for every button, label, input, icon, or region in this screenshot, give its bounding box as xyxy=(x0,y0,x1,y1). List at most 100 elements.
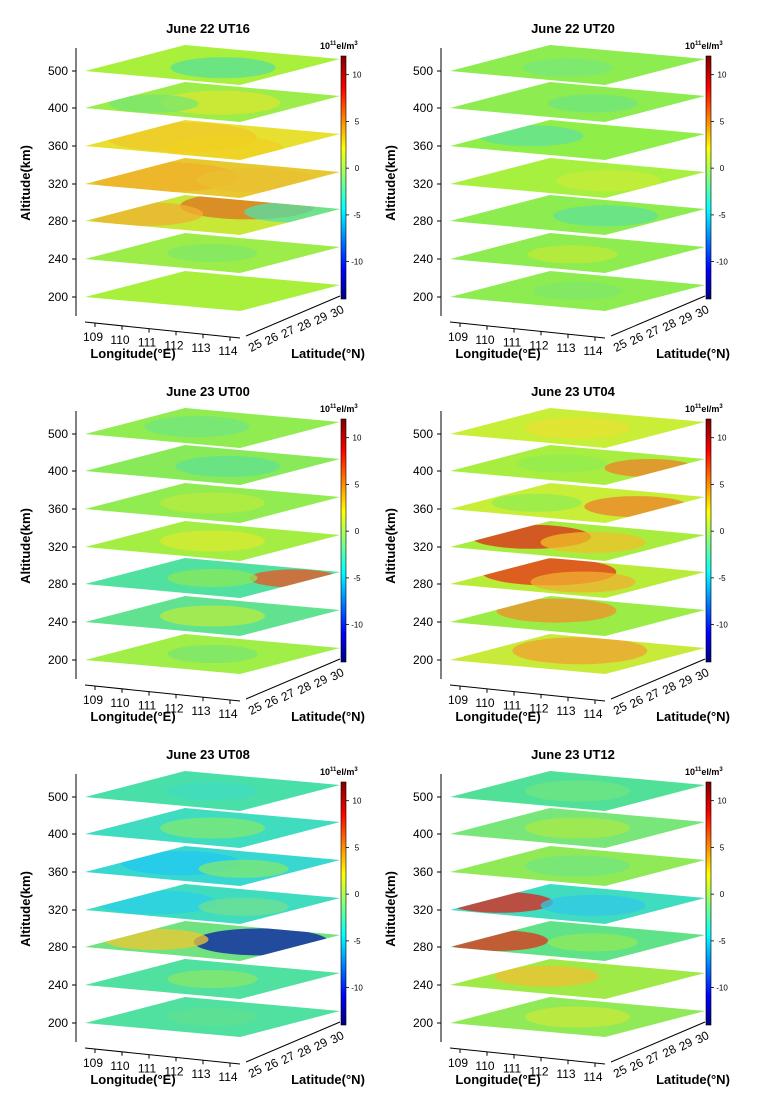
colorbar-tick-label: 10 xyxy=(353,797,362,806)
slice-anomalies xyxy=(167,1008,258,1026)
slice-anomalies xyxy=(167,244,258,262)
subplot-2: June 22 UT20500400360320280240200Altitud… xyxy=(383,21,730,361)
longitude-axis-label: Longitude(°E) xyxy=(455,709,540,724)
altitude-tick-label: 200 xyxy=(413,290,433,304)
colorbar-tick-label: 5 xyxy=(720,843,725,852)
longitude-axis-label: Longitude(°E) xyxy=(90,1072,175,1087)
altitude-tick-label: 320 xyxy=(413,903,433,917)
slice-200km xyxy=(450,997,705,1037)
longitude-tick-label: 109 xyxy=(83,1056,103,1070)
slice-anomaly xyxy=(175,455,281,477)
altitude-tick-label: 240 xyxy=(413,252,433,266)
longitude-tick-label: 109 xyxy=(448,1056,468,1070)
slice-anomalies xyxy=(532,282,623,300)
longitude-tick-label: 110 xyxy=(475,333,494,347)
longitude-tick-label: 113 xyxy=(191,704,210,718)
slice-anomalies xyxy=(525,855,630,877)
slice-anomalies xyxy=(160,530,265,552)
slice-anomaly xyxy=(144,416,250,438)
slice-anomalies xyxy=(522,58,613,77)
altitude-tick-label: 500 xyxy=(413,427,433,441)
longitude-tick-label: 112 xyxy=(529,1064,548,1078)
slice-anomaly xyxy=(103,928,209,950)
subplot-5: June 23 UT08500400360320280240200Altitud… xyxy=(18,747,365,1087)
altitude-tick-label: 280 xyxy=(48,577,68,591)
slice-anomaly xyxy=(527,245,618,264)
slice-400km xyxy=(85,445,340,485)
colorbar-tick-label: 10 xyxy=(353,434,362,443)
slice-320km xyxy=(450,521,705,561)
unit-rest: el/m xyxy=(701,404,719,414)
altitude-tick-label: 280 xyxy=(413,577,433,591)
latitude-tick-label: 27 xyxy=(279,322,298,341)
colorbar-unit-label: 1011el/m3 xyxy=(320,767,358,777)
altitude-tick-label: 320 xyxy=(413,177,433,191)
longitude-tick-label: 113 xyxy=(556,1067,575,1081)
longitude-axis-label: Longitude(°E) xyxy=(455,346,540,361)
slice-400km xyxy=(85,82,340,122)
colorbar xyxy=(705,781,712,1026)
slice-500km xyxy=(85,45,340,85)
slice-280km xyxy=(85,921,340,961)
colorbar-tick-label: 0 xyxy=(720,527,725,536)
slice-anomalies xyxy=(170,57,276,79)
slice-anomalies xyxy=(517,454,695,477)
colorbar-tick-label: -10 xyxy=(351,621,363,630)
latitude-tick-label: 30 xyxy=(693,665,712,684)
latitude-axis-label: Latitude(°N) xyxy=(291,709,365,724)
longitude-axis-line xyxy=(449,321,606,339)
subplot-4: June 23 UT04500400360320280240200Altitud… xyxy=(383,384,730,724)
latitude-tick-label: 29 xyxy=(677,1035,696,1054)
unit-base: 10 xyxy=(685,41,695,51)
altitude-tick-label: 360 xyxy=(48,139,68,153)
slice-anomaly xyxy=(160,530,265,552)
slice-anomaly xyxy=(553,205,659,227)
latitude-tick-label: 28 xyxy=(295,316,314,335)
colorbar xyxy=(340,418,347,663)
slice-anomalies xyxy=(88,162,317,193)
slice-500km xyxy=(85,408,340,448)
colorbar xyxy=(340,781,347,1026)
longitude-tick-label: 114 xyxy=(583,1070,602,1084)
slice-anomaly xyxy=(584,496,690,518)
colorbar-tick-label: -10 xyxy=(716,621,728,630)
slice-anomalies xyxy=(167,645,258,663)
longitude-tick-label: 114 xyxy=(583,344,602,358)
slice-anomaly xyxy=(556,170,661,192)
slice-anomalies xyxy=(108,90,281,115)
slice-plane xyxy=(85,271,340,311)
colorbar-unit-label: 1011el/m3 xyxy=(685,767,723,777)
altitude-tick-label: 320 xyxy=(48,903,68,917)
colorbar-unit-label: 1011el/m3 xyxy=(685,41,723,51)
slice-anomaly xyxy=(525,417,630,439)
colorbar-tick-label: -10 xyxy=(351,258,363,267)
slice-anomalies xyxy=(160,605,265,627)
slice-240km xyxy=(450,959,705,999)
slice-240km xyxy=(450,233,705,273)
slice-anomaly xyxy=(494,965,599,987)
slice-anomaly xyxy=(167,244,258,262)
altitude-axis-label: Altitude(km) xyxy=(18,508,33,584)
latitude-axis-line xyxy=(245,295,341,337)
latitude-axis-line xyxy=(610,295,706,337)
altitude-tick-label: 280 xyxy=(413,214,433,228)
slice-320km xyxy=(450,884,705,924)
slice-400km xyxy=(85,808,340,848)
unit-rest: el/m xyxy=(336,767,354,777)
latitude-axis-label: Latitude(°N) xyxy=(656,1072,730,1087)
longitude-tick-label: 111 xyxy=(138,1062,157,1076)
colorbar-tick-label: -10 xyxy=(351,984,363,993)
latitude-axis-label: Latitude(°N) xyxy=(656,346,730,361)
slice-anomaly xyxy=(249,569,340,588)
altitude-tick-label: 280 xyxy=(48,214,68,228)
latitude-tick-label: 26 xyxy=(627,692,646,711)
altitude-tick-label: 400 xyxy=(48,827,68,841)
longitude-axis-line xyxy=(449,684,606,702)
longitude-axis-line xyxy=(84,1047,241,1065)
latitude-tick-label: 27 xyxy=(279,685,298,704)
slice-anomaly xyxy=(525,1006,630,1028)
longitude-tick-label: 109 xyxy=(448,693,468,707)
longitude-tick-label: 111 xyxy=(138,336,157,350)
colorbar-tick-label: 10 xyxy=(353,71,362,80)
